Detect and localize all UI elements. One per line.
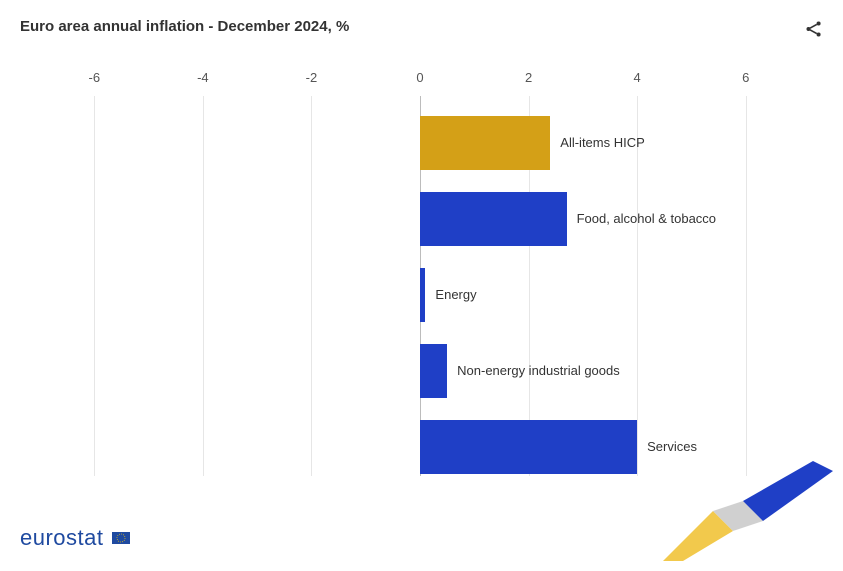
grid-line bbox=[94, 96, 95, 476]
x-axis-tick-label: -2 bbox=[306, 70, 318, 85]
x-axis-tick-label: 4 bbox=[634, 70, 641, 85]
grid-line bbox=[311, 96, 312, 476]
bar-label: Services bbox=[647, 439, 697, 454]
chart-container: Euro area annual inflation - December 20… bbox=[0, 0, 843, 571]
eurostat-logo: eurostat bbox=[20, 525, 130, 551]
bar bbox=[420, 344, 447, 398]
chart-title: Euro area annual inflation - December 20… bbox=[20, 18, 349, 35]
x-axis-tick-label: 0 bbox=[416, 70, 423, 85]
bar bbox=[420, 268, 425, 322]
logo-text: eurostat bbox=[20, 525, 104, 550]
x-axis-tick-label: -6 bbox=[89, 70, 101, 85]
bar-chart: -6 -4 -2 0 2 4 6 All-items HICP Food, alcohol & … bbox=[40, 70, 800, 480]
grid-line bbox=[637, 96, 638, 476]
grid-line bbox=[203, 96, 204, 476]
bar-label: All-items HICP bbox=[560, 135, 645, 150]
x-axis-tick-label: 2 bbox=[525, 70, 532, 85]
x-axis-tick-label: 6 bbox=[742, 70, 749, 85]
bar bbox=[420, 116, 550, 170]
bar-label: Food, alcohol & tobacco bbox=[577, 211, 716, 226]
x-axis-tick-label: -4 bbox=[197, 70, 209, 85]
grid-line bbox=[746, 96, 747, 476]
share-icon[interactable] bbox=[803, 18, 825, 40]
bar-label: Energy bbox=[435, 287, 476, 302]
bar-label: Non-energy industrial goods bbox=[457, 363, 620, 378]
bar bbox=[420, 192, 567, 246]
bar bbox=[420, 420, 637, 474]
eu-flag-icon bbox=[112, 532, 130, 544]
